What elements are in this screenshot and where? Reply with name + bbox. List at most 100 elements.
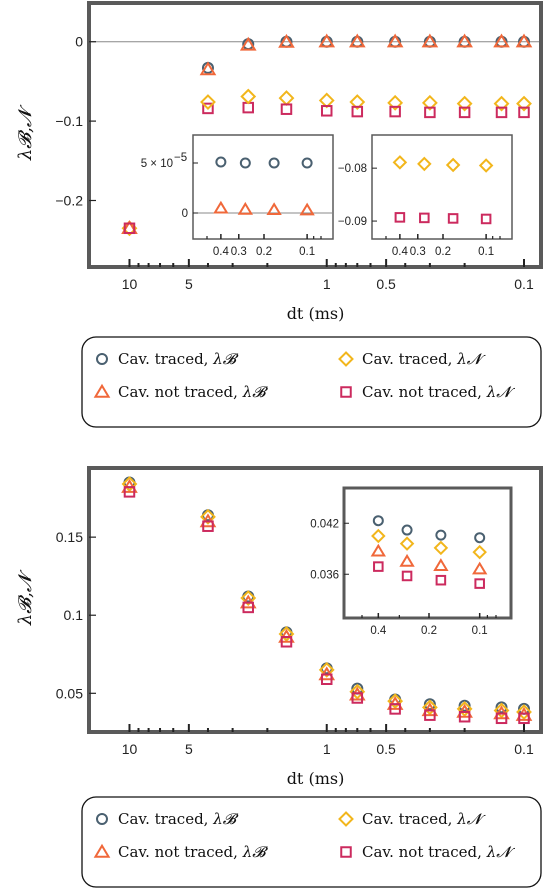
legend-marker-square — [340, 846, 352, 858]
data-point — [123, 222, 136, 235]
data-point — [386, 33, 404, 48]
x-tick-label: 0.1 — [514, 276, 534, 292]
data-point — [348, 33, 366, 48]
legend-marker-diamond — [338, 351, 354, 367]
inset-data-point — [373, 561, 384, 572]
legend-label: Cav. not traced, λ𝓝 — [362, 843, 515, 861]
data-point — [349, 94, 366, 110]
data-point — [421, 33, 439, 48]
bottom-legend: Cav. traced, λ𝓑 Cav. traced, λ𝓝 Cav. not t… — [81, 796, 542, 888]
inset-y-tick-label: 0.036 — [310, 569, 339, 581]
data-point — [518, 106, 530, 119]
inset-y-tick-label: 0 — [182, 208, 188, 220]
data-point — [458, 106, 471, 119]
x-axis-label: dt (ms) — [287, 304, 345, 323]
top-legend: Cav. traced, λ𝓑 Cav. traced, λ𝓝 Cav. not t… — [81, 336, 542, 428]
series-group — [123, 101, 530, 235]
legend-marker-triangle — [93, 383, 111, 398]
legend-label: Cav. traced, λ𝓝 — [362, 350, 486, 368]
inset-data-point — [417, 156, 432, 172]
data-point — [389, 105, 401, 118]
x-tick-label: 1 — [323, 741, 331, 757]
data-point — [278, 33, 295, 48]
x-tick-label: 5 — [185, 741, 193, 757]
legend-item: Cav. not traced, λ𝓑 — [93, 843, 268, 861]
legend-box — [81, 336, 542, 428]
legend-label: Cav. traced, λ𝓑 — [118, 350, 239, 368]
data-point — [123, 486, 136, 498]
legend-label: Cav. traced, λ𝓑 — [118, 810, 239, 828]
inset-data-point — [401, 524, 413, 536]
data-point — [349, 683, 366, 700]
inset-plot: 0.042 0.036 0.4 0.2 0.1 — [310, 486, 513, 637]
data-point — [424, 709, 436, 721]
data-point — [389, 703, 401, 715]
inset-plot: −0.08 −0.09 0.4 0.3 0.2 0.1 — [338, 134, 513, 258]
inset-x-tick-label: 0.4 — [370, 625, 387, 637]
data-point — [493, 33, 510, 48]
y-tick-label: −0.1 — [55, 113, 83, 129]
inset-plot: 5 × 10 −5 0 0.4 0.3 0.2 0.1 — [141, 134, 334, 258]
legend-item: Cav. not traced, λ𝓑 — [93, 383, 268, 401]
data-point — [456, 95, 473, 112]
y-axis-label: λ𝓑,𝓝 — [15, 104, 36, 161]
data-point — [280, 103, 293, 115]
inset-data-point — [435, 574, 447, 586]
legend-marker-circle — [96, 813, 108, 825]
legend-box — [81, 796, 542, 888]
inset-data-point — [472, 544, 487, 560]
inset-x-tick-label: 0.2 — [421, 625, 437, 637]
data-point — [421, 699, 438, 716]
data-point — [318, 33, 336, 48]
y-tick-label: 0.15 — [56, 529, 83, 545]
inset-data-point — [371, 528, 386, 544]
data-point — [456, 701, 473, 717]
x-tick-label: 1 — [323, 276, 331, 292]
y-tick-label: 0.05 — [56, 685, 83, 701]
inset-data-point — [480, 213, 492, 225]
data-point — [240, 88, 257, 105]
data-point — [495, 106, 508, 119]
inset-data-point — [399, 553, 415, 567]
x-tick-label: 0.5 — [376, 741, 396, 757]
inset-frame — [192, 134, 334, 240]
data-point — [202, 102, 214, 115]
inset-data-point — [419, 212, 430, 224]
data-point — [320, 105, 333, 117]
inset-data-point — [266, 202, 282, 216]
legend-item: Cav. traced, λ𝓝 — [338, 810, 486, 828]
legend-label: Cav. not traced, λ𝓝 — [362, 383, 515, 401]
data-point — [121, 476, 138, 492]
data-point — [495, 712, 508, 725]
data-point — [200, 94, 216, 110]
legend-item: Cav. traced, λ𝓑 — [96, 350, 239, 368]
legend-marker-diamond — [338, 811, 354, 827]
legend-item: Cav. not traced, λ𝓝 — [340, 843, 515, 861]
inset-x-tick-label: 0.4 — [213, 246, 230, 258]
inset-data-point — [215, 156, 227, 168]
legend-label: Cav. not traced, λ𝓑 — [118, 383, 268, 401]
inset-data-point — [433, 558, 449, 571]
data-point — [518, 712, 530, 725]
inset-data-point — [268, 157, 280, 169]
inset-data-point — [372, 515, 384, 527]
inset-y-tick-label: −0.09 — [338, 216, 367, 228]
inset-data-point — [447, 213, 459, 224]
data-point — [387, 693, 404, 710]
x-tick-label: 5 — [185, 276, 193, 292]
data-point — [458, 710, 471, 723]
data-point — [240, 590, 257, 606]
data-point — [278, 626, 295, 642]
x-tick-label: 0.5 — [376, 276, 396, 292]
data-point — [239, 36, 257, 51]
inset-y-tick-label: −0.08 — [338, 163, 367, 175]
data-point — [516, 704, 532, 720]
series-group — [121, 33, 533, 234]
inset-data-point — [392, 155, 408, 170]
data-point — [423, 698, 436, 711]
inset-frame — [342, 486, 513, 620]
data-point — [242, 601, 254, 614]
inset-x-tick-label: 0.2 — [256, 246, 272, 258]
